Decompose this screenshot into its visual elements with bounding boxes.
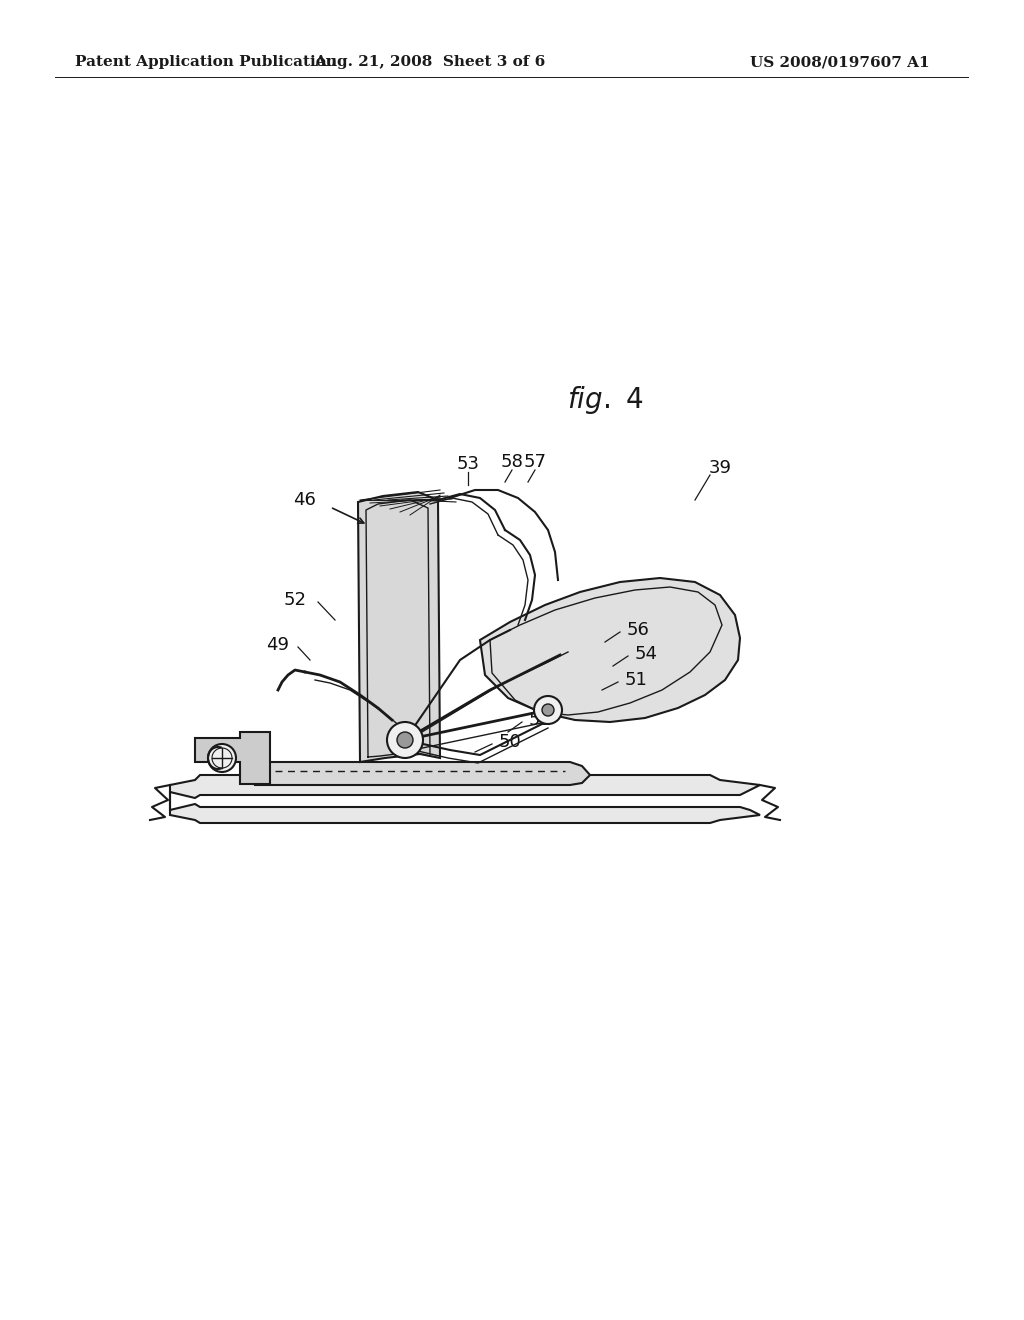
Polygon shape [170,775,760,822]
Text: 56: 56 [627,620,649,639]
Circle shape [208,744,236,772]
Text: 55: 55 [528,711,552,729]
Text: Patent Application Publication: Patent Application Publication [75,55,337,69]
Polygon shape [255,762,590,785]
Text: 51: 51 [625,671,647,689]
Text: 46: 46 [294,491,316,510]
Text: 58: 58 [501,453,523,471]
Text: 53: 53 [457,455,479,473]
Text: 52: 52 [284,591,306,609]
Circle shape [542,704,554,715]
Polygon shape [195,733,270,784]
Polygon shape [358,492,440,762]
Text: 50: 50 [499,733,521,751]
Text: Aug. 21, 2008  Sheet 3 of 6: Aug. 21, 2008 Sheet 3 of 6 [314,55,546,69]
Text: 49: 49 [266,636,290,653]
Text: US 2008/0197607 A1: US 2008/0197607 A1 [750,55,930,69]
Text: $\mathit{fig.}$ $\mathit{4}$: $\mathit{fig.}$ $\mathit{4}$ [567,384,643,416]
Circle shape [534,696,562,723]
Circle shape [387,722,423,758]
Text: 54: 54 [635,645,657,663]
Circle shape [397,733,413,748]
Text: 57: 57 [523,453,547,471]
Polygon shape [480,578,740,722]
Text: 39: 39 [709,459,731,477]
